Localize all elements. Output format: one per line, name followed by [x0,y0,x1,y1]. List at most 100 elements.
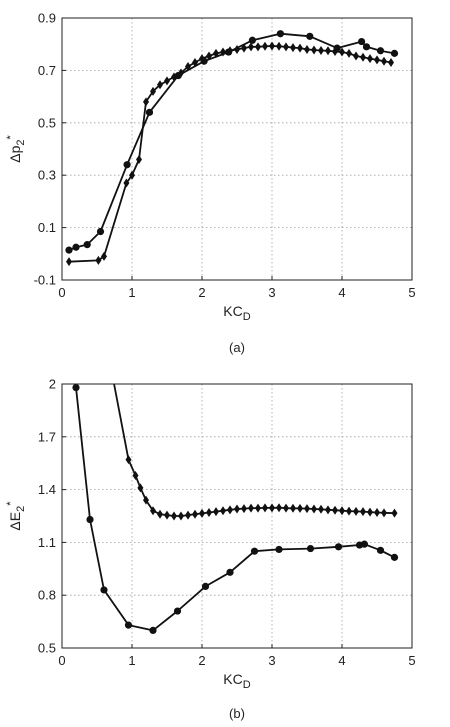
x-tick-label: 4 [338,653,345,668]
series-line [68,32,395,251]
x-tick-label: 3 [268,285,275,300]
data-point-diamond [304,44,310,54]
data-point-diamond [125,455,132,465]
data-point-circle [173,607,182,615]
data-point-diamond [381,508,387,518]
data-point-diamond [332,47,338,57]
data-point-diamond [290,503,296,513]
data-point-diamond [248,503,254,513]
data-point-circle [362,43,371,51]
data-point-diamond [241,43,247,53]
x-tick-label: 5 [408,285,415,300]
data-point-diamond [213,507,219,517]
data-point-diamond [325,46,331,56]
data-point-diamond [332,505,338,515]
data-point-diamond [132,471,139,481]
y-tick-label: 0.3 [38,168,56,183]
y-tick-label: 0.5 [38,115,56,130]
data-point-circle [390,553,399,561]
data-point-diamond [227,46,233,56]
series-diamond [66,41,394,267]
grid-lines [62,384,412,648]
data-point-circle [123,161,131,169]
data-point-diamond [381,56,387,66]
x-tick-label: 4 [338,285,345,300]
data-point-diamond [367,54,373,64]
series-group [65,30,399,267]
data-point-circle [360,540,368,548]
data-point-diamond [311,45,317,55]
data-point-diamond [136,154,142,164]
data-point-diamond [234,504,240,514]
data-point-diamond [297,43,303,53]
data-point-diamond [164,76,170,86]
data-point-diamond [297,503,303,513]
series-line [113,384,395,517]
data-point-diamond [339,47,345,57]
data-point-diamond [262,41,268,51]
data-point-diamond [248,42,254,52]
data-point-diamond [206,507,212,517]
data-point-diamond [95,255,102,265]
data-point-circle [145,108,154,116]
data-point-diamond [346,506,352,516]
data-point-diamond [123,178,130,188]
data-point-diamond [199,54,205,64]
axis-ticks: 0 1 2 3 4 5 -0.1 0.1 0.3 0.5 0.7 0.9 [34,11,416,301]
data-point-diamond [269,503,275,513]
data-point-circle [306,32,314,40]
data-point-diamond [388,58,394,68]
x-tick-label: 1 [128,285,135,300]
data-point-circle [390,49,399,57]
chart-panel-b: 0 1 2 3 4 5 0.5 0.8 1.1 1.4 1.7 2 KCD ΔE2* (b) [5,377,416,722]
series-circle [72,384,399,635]
data-point-diamond [143,495,149,505]
data-point-circle [334,543,343,551]
axis-ticks: 0 1 2 3 4 5 0.5 0.8 1.1 1.4 1.7 2 [38,377,416,669]
data-point-diamond [206,51,212,61]
y-tick-label: 1.4 [38,482,56,497]
chart-panel-a: 0 1 2 3 4 5 -0.1 0.1 0.3 0.5 0.7 0.9 KCD Δp2* (a) [5,11,416,356]
data-point-diamond [101,251,107,261]
data-point-diamond [304,504,310,514]
data-point-circle [86,515,94,524]
data-point-diamond [137,483,144,493]
series-group [72,384,399,635]
data-point-diamond [185,510,191,520]
data-point-diamond [227,505,233,515]
data-point-diamond [255,42,261,52]
data-point-diamond [150,86,156,96]
panel-label: (a) [229,340,245,355]
data-point-diamond [276,41,282,51]
data-point-diamond [255,503,261,513]
plot-area-frame [61,383,413,649]
data-point-diamond [276,503,282,513]
data-point-diamond [283,42,289,52]
y-tick-label: 2 [49,377,56,392]
data-point-diamond [143,97,149,107]
data-point-diamond [185,61,191,71]
data-point-circle [226,568,234,576]
data-point-circle [72,243,80,251]
y-tick-label: 0.8 [38,588,56,603]
data-point-diamond [374,507,380,517]
data-point-circle [100,586,108,594]
data-point-diamond [262,503,268,513]
x-tick-label: 0 [58,653,65,668]
data-point-circle [376,47,385,55]
data-point-circle [65,246,73,254]
data-point-diamond [283,503,289,513]
data-point-diamond [339,506,345,516]
plot-area-frame [61,17,413,281]
series-diamond [113,384,398,521]
data-point-circle [72,384,80,392]
data-point-diamond [171,72,177,82]
data-point-diamond [391,508,398,518]
data-point-circle [358,37,366,46]
data-point-diamond [192,509,198,519]
data-point-diamond [213,48,219,58]
x-tick-label: 2 [198,653,205,668]
data-point-diamond [157,509,163,519]
data-point-diamond [269,41,275,51]
data-point-diamond [346,48,352,58]
